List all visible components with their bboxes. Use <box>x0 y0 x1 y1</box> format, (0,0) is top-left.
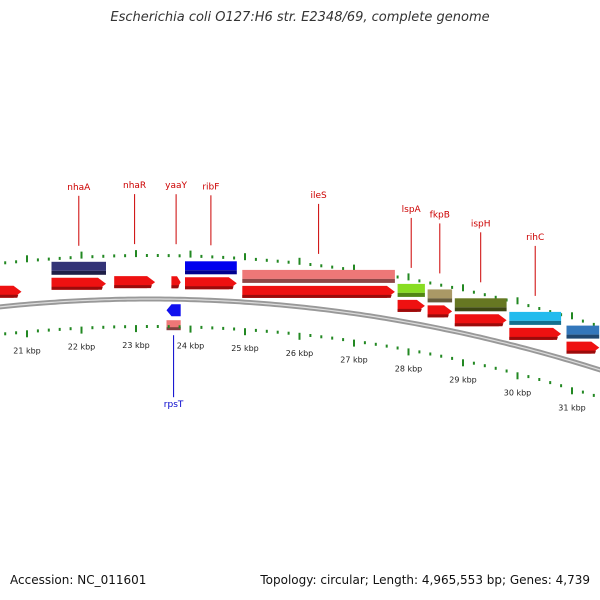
outer-tick-marks <box>4 250 595 326</box>
scale-tick-marks <box>4 325 595 397</box>
gene-arrow-shadow-unnamed <box>0 294 19 298</box>
scale-label: 22 kbp <box>68 343 96 352</box>
gene-arrow-rpsT <box>166 304 181 317</box>
backbone-highlight <box>0 298 600 371</box>
gene-arrow-shadow-ispH <box>454 323 504 327</box>
gene-label-lspA[interactable]: lspA <box>402 205 422 215</box>
gene-label-rihC[interactable]: rihC <box>526 233 544 243</box>
genome-summary: Topology: circular; Length: 4,965,553 bp… <box>260 573 590 587</box>
gene-arrow-shadow-nhaR <box>114 285 152 289</box>
scale-label: 25 kbp <box>231 344 259 353</box>
gene-label-ispH[interactable]: ispH <box>471 219 491 229</box>
scale-label: 29 kbp <box>449 375 477 384</box>
genome-title: Escherichia coli O127:H6 str. E2348/69, … <box>110 10 490 25</box>
cds-box-unnamed <box>566 325 600 335</box>
gene-arrow-shadow-nhaA <box>51 286 103 290</box>
cds-box-ileS <box>242 269 395 279</box>
cds-track <box>51 261 600 339</box>
gene-track <box>0 276 600 354</box>
scale-label: 21 kbp <box>13 346 41 355</box>
scale-label: 26 kbp <box>286 349 314 358</box>
cds-box-nhaA <box>51 261 106 271</box>
cds-box-shadow-ileS <box>242 278 395 283</box>
cds-box-shadow-fkpB <box>427 298 453 303</box>
accession-label: Accession: NC_011601 <box>10 573 147 587</box>
gene-label-nhaA[interactable]: nhaA <box>67 183 91 193</box>
gene-arrow-shadow-ribF <box>185 286 234 290</box>
gene-arrow-shadow-yaaY <box>171 285 180 289</box>
scale-label: 31 kbp <box>558 403 586 412</box>
gene-labels[interactable]: nhaA nhaR yaaY ribF ileS lspA fkpB ispH rihC rpsT <box>67 181 544 410</box>
cds-box-shadow-rpsT <box>166 327 181 331</box>
reverse-gene-track <box>166 304 181 331</box>
scale-labels: 21 kbp 22 kbp 23 kbp 24 kbp 25 kbp 26 kbp 27 k… <box>13 341 586 412</box>
gene-label-ribF[interactable]: ribF <box>202 182 219 192</box>
gene-label-nhaR[interactable]: nhaR <box>123 181 146 191</box>
gene-arrow-shadow-fkpB <box>427 314 449 318</box>
scale-label: 24 kbp <box>177 342 205 351</box>
cds-box-shadow-lspA <box>397 292 425 297</box>
gene-arrow-shadow-ileS <box>242 294 392 298</box>
scale-label: 30 kbp <box>504 388 532 397</box>
cds-box-lspA <box>397 283 425 293</box>
cds-box-shadow-ispH <box>454 307 507 312</box>
gene-label-fkpB[interactable]: fkpB <box>430 210 450 220</box>
cds-box-fkpB <box>427 289 453 299</box>
scale-label: 23 kbp <box>122 341 150 350</box>
cds-box-rihC <box>509 311 562 321</box>
genome-backbone <box>0 296 600 373</box>
gene-arrow-shadow-rihC <box>509 336 558 340</box>
gene-arrow-shadow-unnamed <box>566 350 596 354</box>
scale-label: 28 kbp <box>395 364 423 373</box>
cds-box-rpsT <box>166 320 181 330</box>
scale-label: 27 kbp <box>340 356 368 365</box>
gene-label-ileS[interactable]: ileS <box>310 191 327 201</box>
cds-box-shadow-ribF <box>185 270 237 275</box>
cds-box-shadow-nhaA <box>51 270 106 275</box>
cds-box-ribF <box>185 261 237 271</box>
gene-label-rpsT[interactable]: rpsT <box>164 400 184 410</box>
gene-arrow-shadow-lspA <box>397 308 422 312</box>
cds-box-shadow-rihC <box>509 320 562 325</box>
gene-label-yaaY[interactable]: yaaY <box>165 181 187 191</box>
cds-box-shadow-unnamed <box>566 334 600 339</box>
cds-box-ispH <box>454 298 507 308</box>
